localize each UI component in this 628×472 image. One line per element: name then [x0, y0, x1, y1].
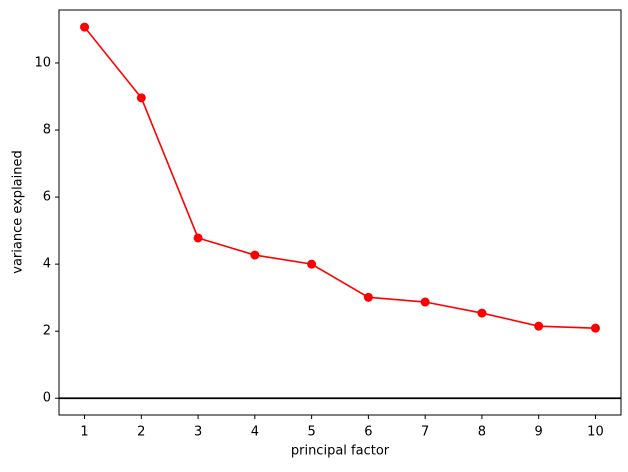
marker	[590, 323, 600, 333]
y-tick-label: 8	[43, 123, 51, 138]
x-tick-label: 5	[307, 425, 315, 440]
marker	[80, 22, 90, 32]
marker	[250, 250, 260, 260]
y-tick-label: 4	[43, 257, 51, 272]
y-tick-label: 2	[43, 324, 51, 339]
x-tick-label: 9	[535, 425, 543, 440]
marker	[307, 259, 317, 269]
marker	[477, 308, 487, 318]
x-tick-label: 7	[421, 425, 429, 440]
x-tick-label: 4	[251, 425, 259, 440]
marker	[420, 297, 430, 307]
y-tick-label: 6	[43, 190, 51, 205]
plot-frame	[58, 9, 622, 416]
x-tick-label: 6	[364, 425, 372, 440]
marker	[193, 233, 203, 243]
y-tick-label: 0	[43, 391, 51, 406]
x-tick-label: 3	[194, 425, 202, 440]
x-tick-label: 8	[478, 425, 486, 440]
x-axis-label: principal factor	[291, 444, 390, 459]
marker	[363, 292, 373, 302]
x-tick-label: 1	[80, 425, 88, 440]
marker	[136, 93, 146, 103]
marker	[534, 321, 544, 331]
x-tick-label: 10	[587, 425, 604, 440]
y-tick-label: 10	[34, 55, 51, 70]
x-tick-label: 2	[137, 425, 145, 440]
line	[83, 26, 596, 329]
y-axis-label: variance explained	[11, 150, 26, 274]
